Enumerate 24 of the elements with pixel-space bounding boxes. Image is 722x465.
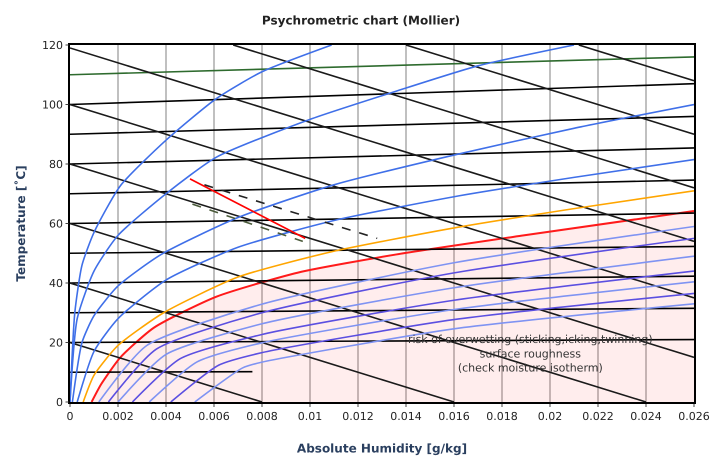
x-tick-label: 0.022 xyxy=(582,410,614,423)
x-tick-label: 0.018 xyxy=(486,410,518,423)
x-tick-label: 0.002 xyxy=(102,410,134,423)
y-tick-label: 60 xyxy=(49,217,64,230)
x-tick-label: 0.006 xyxy=(198,410,230,423)
y-tick-label: 0 xyxy=(56,396,64,409)
x-tick-label: 0.008 xyxy=(246,410,278,423)
y-tick-label: 100 xyxy=(42,98,64,112)
chart-title: Psychrometric chart (Mollier) xyxy=(262,14,460,28)
y-axis-title: Temperature [˚C] xyxy=(14,165,28,282)
x-tick-label: 0.012 xyxy=(342,410,374,423)
x-tick-label: 0.026 xyxy=(678,410,710,423)
x-tick-label: 0.014 xyxy=(390,410,422,423)
x-axis-title: Absolute Humidity [g/kg] xyxy=(296,441,468,456)
x-tick-label: 0.02 xyxy=(538,410,562,423)
y-tick-label: 40 xyxy=(49,276,64,290)
x-tick-label: 0.016 xyxy=(438,410,470,423)
y-tick-label: 80 xyxy=(49,158,64,171)
y-tick-label: 120 xyxy=(42,38,64,52)
x-tick-label: 0.004 xyxy=(150,410,182,423)
x-tick-label: 0 xyxy=(66,410,74,423)
x-tick-label: 0.01 xyxy=(298,410,322,423)
y-tick-label: 20 xyxy=(49,336,64,350)
x-tick-label: 0.024 xyxy=(630,410,662,423)
